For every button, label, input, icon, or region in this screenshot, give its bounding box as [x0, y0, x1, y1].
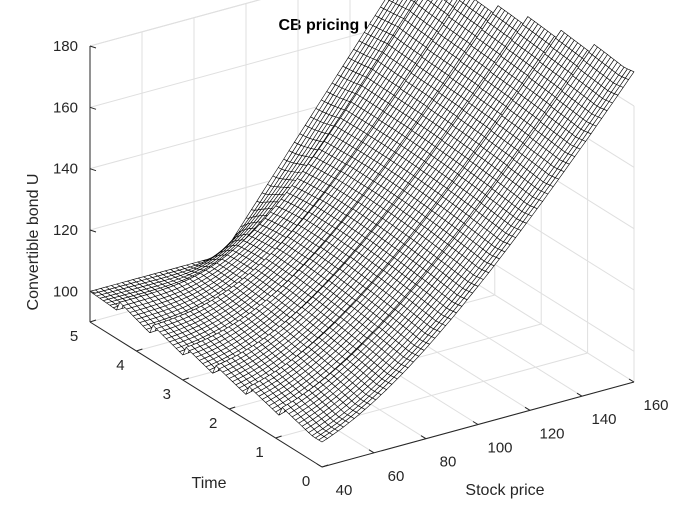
surface-face: [433, 0, 443, 8]
y-axis-label: Time: [192, 475, 227, 492]
surface-mesh: [89, 0, 635, 443]
surface-face: [462, 0, 471, 6]
x-tick-label: 140: [591, 411, 616, 428]
x-tick-label: 60: [388, 468, 405, 485]
z-tick-label: 120: [53, 222, 78, 239]
y-tick-mark: [275, 435, 282, 439]
x-tick-mark: [472, 421, 479, 425]
z-tick-mark: [89, 168, 97, 172]
y-tick-mark: [136, 348, 143, 352]
z-tick-mark: [89, 106, 97, 110]
z-tick-label: 100: [53, 283, 78, 300]
x-tick-label: 160: [643, 397, 668, 414]
y-tick-label: 3: [163, 386, 171, 403]
x-tick-mark: [316, 463, 323, 468]
x-tick-label: 40: [336, 482, 353, 499]
x-axis-label: Stock price: [465, 482, 544, 499]
z-axis-label: Convertible bond U: [25, 174, 42, 311]
axes-lines: [89, 45, 635, 468]
x-tick-label: 80: [440, 454, 457, 471]
surface-face: [418, 0, 428, 9]
surface-face: [459, 0, 466, 4]
y-tick-label: 2: [209, 415, 217, 432]
surface-face: [398, 0, 408, 8]
x-tick-mark: [628, 378, 635, 383]
surface-face: [415, 0, 424, 6]
y-tick-mark: [229, 406, 236, 410]
z-tick-label: 160: [53, 99, 78, 116]
y-axis-line: [89, 321, 323, 468]
grid-line: [89, 0, 261, 47]
z-tick-mark: [89, 229, 97, 233]
surface-face: [465, 0, 475, 8]
z-tick-mark: [89, 45, 97, 49]
z-tick-label: 180: [53, 38, 78, 55]
y-tick-label: 0: [302, 473, 310, 490]
x-tick-label: 120: [539, 425, 564, 442]
x-tick-label: 100: [487, 440, 512, 457]
y-tick-label: 1: [255, 444, 263, 461]
surface-face: [449, 0, 458, 7]
surface-face: [430, 0, 438, 6]
surface-face: [392, 0, 399, 4]
y-tick-mark: [182, 377, 189, 381]
y-tick-label: 4: [116, 357, 124, 374]
x-tick-mark: [576, 392, 583, 397]
z-tick-label: 140: [53, 161, 78, 178]
z-tick-mark: [89, 290, 97, 294]
surface-face: [624, 70, 635, 80]
x-tick-mark: [420, 435, 427, 440]
surface-face: [445, 0, 453, 5]
tick-labels: 40 60 80 100 120 140 160 0 1 2 3 4 5 100 120 140 160 180: [53, 38, 669, 499]
grid-line: [89, 21, 403, 108]
y-tick-label: 5: [70, 328, 78, 345]
surface-face: [395, 0, 403, 6]
x-tick-mark: [368, 449, 375, 454]
x-tick-mark: [524, 406, 531, 411]
y-tick-mark: [321, 464, 329, 468]
y-tick-mark: [89, 319, 97, 323]
